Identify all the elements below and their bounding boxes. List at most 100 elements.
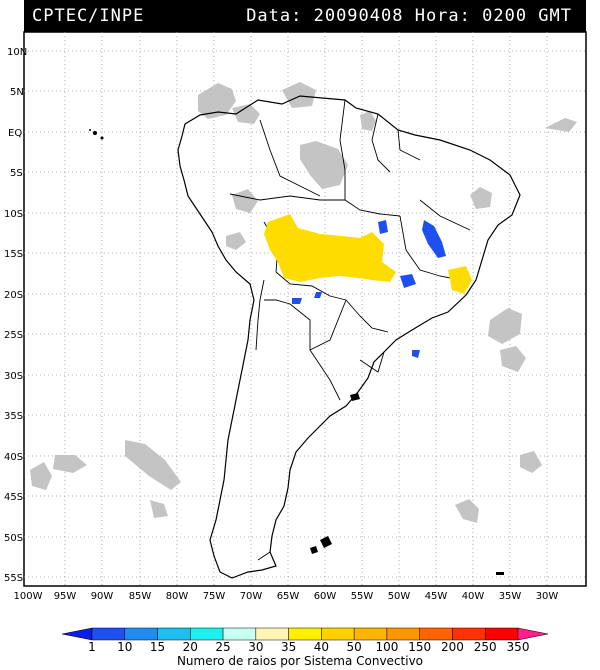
map-frame: [23, 31, 587, 587]
lat-label: 15S: [4, 249, 23, 260]
lightning-area: [378, 220, 388, 234]
lon-label: 65W: [277, 591, 300, 602]
legend-value-label: 30: [248, 640, 263, 654]
header-source-label: CPTEC/INPE: [32, 6, 145, 26]
lon-label: 45W: [425, 591, 448, 602]
legend-value-label: 15: [150, 640, 165, 654]
legend-value-label: 1: [88, 640, 96, 654]
legend-color-swatch: [190, 627, 224, 641]
cloud-area: [360, 111, 376, 131]
legend-value-label: 150: [408, 640, 431, 654]
lightning-area: [412, 350, 420, 358]
legend-color-swatch: [386, 627, 420, 641]
legend-color-swatch: [288, 627, 322, 641]
lon-label: 100W: [14, 591, 43, 602]
cloud-area: [545, 118, 577, 132]
legend-color-swatch: [91, 627, 126, 641]
lat-label: EQ: [8, 128, 22, 139]
legend-color-swatch: [222, 627, 257, 641]
cloud-area: [470, 187, 492, 209]
lat-label: 35S: [4, 411, 23, 422]
map-header: CPTEC/INPE Data: 20090408 Hora: 0200 GMT: [24, 0, 586, 32]
legend-value-labels: 1 10 15 20 25 30 35 40 50 100 150 200 250 350: [88, 640, 529, 654]
lon-label: 80W: [166, 591, 189, 602]
lat-label: 20S: [4, 290, 23, 301]
legend-color-swatch: [124, 627, 158, 641]
lon-label: 60W: [314, 591, 337, 602]
lightning-area: [400, 274, 416, 288]
cloud-area: [232, 104, 260, 124]
cloud-area: [520, 451, 542, 473]
lat-label: 5S: [10, 168, 23, 179]
lightning-area: [264, 214, 396, 282]
legend-color-swatch: [321, 627, 355, 641]
legend-value-label: 50: [347, 640, 362, 654]
country-borders: [229, 99, 471, 561]
cloud-area: [30, 462, 52, 490]
lat-label: 10S: [4, 209, 23, 220]
cloud-area: [488, 308, 522, 344]
legend-color-swatch: [484, 627, 519, 641]
legend-caption: Numero de raios por Sistema Convectivo: [176, 654, 424, 668]
legend-color-swatch: [353, 627, 388, 641]
legend-color-swatch: [452, 627, 486, 641]
legend-value-label: 20: [183, 640, 198, 654]
lat-label: 5N: [10, 87, 24, 98]
lon-label: 70W: [240, 591, 263, 602]
lat-label: 45S: [4, 492, 23, 503]
cloud-area: [232, 189, 258, 213]
cloud-area: [282, 82, 316, 108]
lat-label: 25S: [4, 330, 23, 341]
lon-label: 85W: [129, 591, 152, 602]
lon-label: 55W: [351, 591, 374, 602]
lon-label: 90W: [91, 591, 114, 602]
legend-value-label: 100: [375, 640, 398, 654]
cloud-area: [226, 232, 246, 250]
cloud-area: [53, 455, 87, 473]
lightning-area: [314, 292, 322, 298]
legend-value-label: 25: [215, 640, 230, 654]
lightning-area: [422, 220, 446, 258]
legend-value-label: 10: [117, 640, 132, 654]
lat-label: 10N: [7, 47, 27, 58]
lightning-blue-areas: [292, 220, 446, 358]
longitude-labels: 100W 95W 90W 85W 80W 75W 70W 65W 60W 55W…: [14, 591, 559, 602]
lon-label: 50W: [388, 591, 411, 602]
legend-value-label: 350: [507, 640, 530, 654]
graticule: [24, 32, 586, 586]
lat-label: 40S: [4, 452, 23, 463]
legend-color-swatch: [419, 627, 453, 641]
lon-label: 35W: [499, 591, 522, 602]
legend-color-swatch: [157, 627, 191, 641]
legend-value-label: 250: [474, 640, 497, 654]
continent-outline: [177, 95, 521, 579]
lon-label: 40W: [462, 591, 485, 602]
lightning-yellow-areas: [264, 214, 472, 294]
legend-color-swatch: [255, 627, 289, 641]
legend-color-bar: [61, 627, 549, 641]
legend-value-label: 40: [314, 640, 329, 654]
cloud-area: [198, 83, 236, 119]
cloud-area: [500, 346, 526, 372]
cloud-area: [150, 500, 168, 518]
islands: [89, 129, 504, 575]
lat-label: 55S: [4, 573, 23, 584]
cloud-area: [300, 141, 348, 189]
cloud-area: [125, 440, 181, 490]
cloud-area: [455, 499, 479, 523]
legend-color-swatch: [517, 627, 549, 641]
legend-color-swatch: [61, 627, 93, 641]
convective-cloud-areas: [30, 82, 577, 523]
legend-value-label: 35: [281, 640, 296, 654]
lon-label: 75W: [203, 591, 226, 602]
lat-label: 30S: [4, 371, 23, 382]
header-date-time-label: Data: 20090408 Hora: 0200 GMT: [246, 6, 572, 26]
legend-value-label: 200: [441, 640, 464, 654]
lon-label: 30W: [536, 591, 559, 602]
lon-label: 95W: [54, 591, 77, 602]
lightning-area: [448, 266, 472, 294]
lat-label: 50S: [4, 533, 23, 544]
lightning-area: [292, 298, 302, 304]
latitude-labels: 10N 5N EQ 5S 10S 15S 20S 25S 30S 35S 40S…: [4, 47, 27, 584]
